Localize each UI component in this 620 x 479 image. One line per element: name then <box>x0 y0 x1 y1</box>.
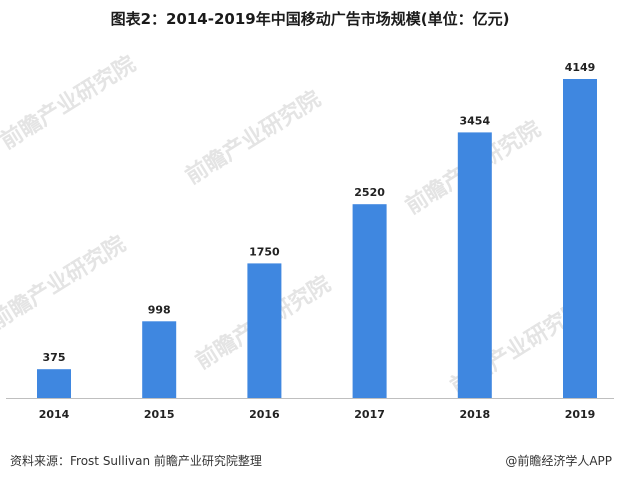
source-note: 资料来源：Frost Sullivan 前瞻产业研究院整理 <box>10 454 262 468</box>
bar-2019 <box>563 79 597 398</box>
data-label-2014: 375 <box>43 351 66 364</box>
x-tick-label-2017: 2017 <box>354 408 385 421</box>
brand-credit: @前瞻经济学人APP <box>505 454 612 468</box>
data-label-2017: 2520 <box>354 186 385 199</box>
data-label-2015: 998 <box>148 303 171 316</box>
x-tick-label-2015: 2015 <box>144 408 175 421</box>
x-tick-label-2019: 2019 <box>565 408 596 421</box>
x-tick-label-2018: 2018 <box>459 408 490 421</box>
bar-2018 <box>457 132 492 398</box>
data-label-2018: 3454 <box>459 114 490 127</box>
x-tick-label-2014: 2014 <box>39 408 70 421</box>
bar-2016 <box>247 263 282 398</box>
bar-2015 <box>142 321 177 398</box>
x-tick-label-2016: 2016 <box>249 408 280 421</box>
bar-2014 <box>37 369 71 398</box>
data-label-2019: 4149 <box>565 61 596 74</box>
bar-2017 <box>352 204 387 398</box>
data-label-2016: 1750 <box>249 245 280 258</box>
chart-title: 图表2：2014-2019年中国移动广告市场规模(单位：亿元) <box>110 10 510 28</box>
